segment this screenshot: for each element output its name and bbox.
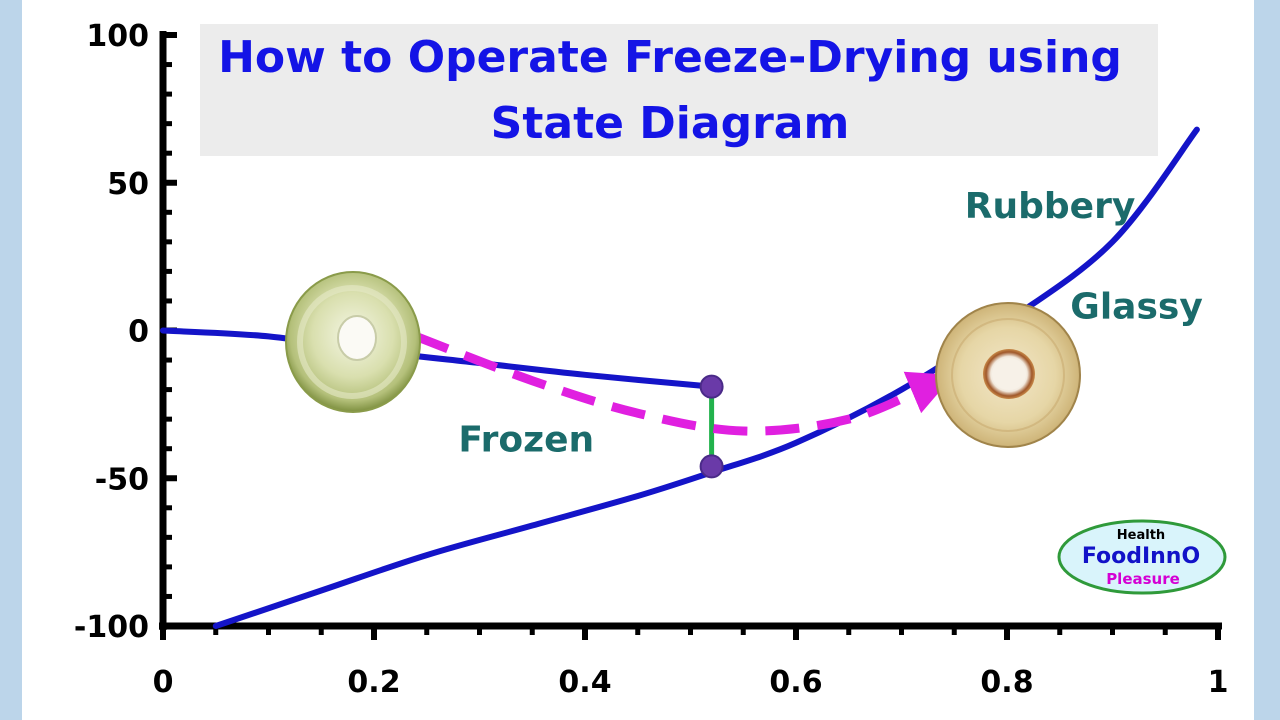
y-tick-label: 0 (128, 315, 149, 350)
x-tick-label: 0 (153, 665, 174, 700)
connector-point-bottom (699, 454, 724, 479)
chart-title-line-2: State Diagram (491, 98, 850, 149)
connector-layer (699, 374, 724, 479)
y-tick-label: 100 (86, 19, 149, 54)
chart-title-line-1: How to Operate Freeze-Drying using (218, 32, 1122, 83)
region-label-rubbery: Rubbery (965, 186, 1136, 227)
logo-foodinno-text: FoodInnO (1082, 544, 1200, 569)
annotation-layer: Rubbery Glassy Frozen (458, 186, 1202, 460)
y-tick-label: -100 (74, 610, 149, 645)
x-tick-label: 1 (1208, 665, 1229, 700)
chart-frame: How to Operate Freeze-Drying using State… (22, 0, 1254, 720)
x-tick-label: 0.8 (980, 665, 1033, 700)
series-line-0 (160, 327, 715, 390)
state-diagram-chart: How to Operate Freeze-Drying using State… (74, 19, 1229, 700)
foodinno-logo: Health FoodInnO Pleasure (1057, 519, 1227, 595)
dried-apple-slice-icon (935, 302, 1081, 448)
x-tick-label: 0.4 (558, 665, 611, 700)
logo-pleasure-text: Pleasure (1106, 570, 1180, 588)
x-tick-label: 0.6 (769, 665, 822, 700)
region-label-frozen: Frozen (458, 420, 594, 461)
axes: -100 -50 0 50 100 0 0.2 0.4 0.6 0.8 1 (74, 19, 1229, 700)
process-path-arrow (414, 332, 954, 436)
fresh-apple-slice-icon (285, 271, 421, 413)
x-tick-label: 0.2 (347, 665, 400, 700)
y-tick-label: -50 (95, 462, 149, 497)
process-path-layer (414, 332, 954, 436)
title-box (200, 24, 1158, 156)
logo-health-text: Health (1117, 528, 1165, 543)
region-label-glassy: Glassy (1070, 287, 1203, 328)
connector-point-top (699, 374, 724, 399)
y-tick-label: 50 (107, 167, 149, 202)
